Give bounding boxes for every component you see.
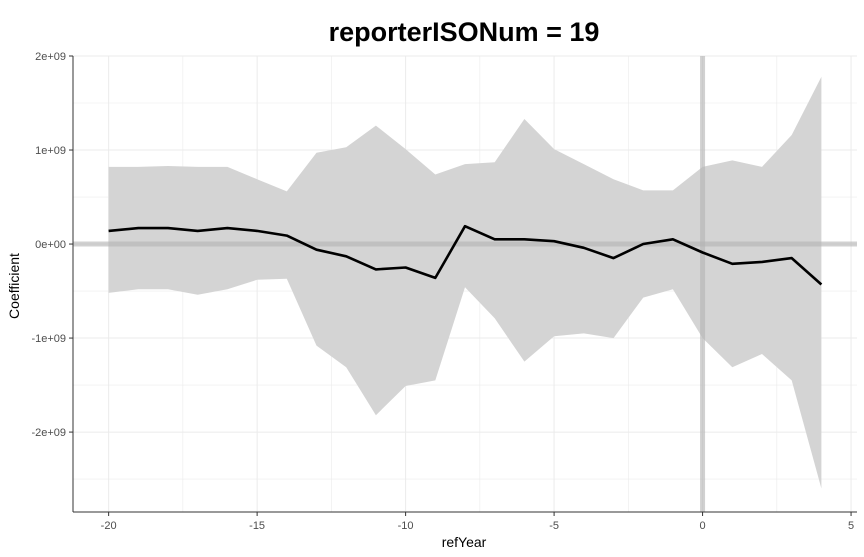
y-tick-label: 2e+09 — [35, 51, 66, 63]
confidence-band — [108, 76, 822, 489]
y-tick-label: 1e+09 — [35, 145, 66, 157]
reference-lines — [73, 56, 857, 512]
y-tick-label: -1e+09 — [31, 333, 66, 345]
confidence-band-layer — [108, 76, 822, 489]
x-tick-label: 5 — [848, 520, 854, 532]
x-tick-label: -20 — [101, 520, 117, 532]
chart-title: reporterISONum = 19 — [329, 17, 600, 47]
x-tick-label: 0 — [700, 520, 706, 532]
x-axis-title: refYear — [442, 534, 487, 550]
coefficient-line — [108, 224, 823, 286]
y-axis-title: Coefficient — [6, 253, 22, 319]
y-tick-label: 0e+00 — [35, 239, 66, 251]
tick-labels: -20 -15 -10 -5 0 5 2e+09 1e+09 0e+00 -1e+09 -2e+09 — [31, 51, 854, 532]
y-tick-label: -2e+09 — [31, 427, 66, 439]
axes — [69, 55, 857, 516]
x-tick-label: -15 — [249, 520, 265, 532]
x-tick-label: -5 — [549, 520, 559, 532]
x-tick-label: -10 — [398, 520, 414, 532]
series-line-layer — [108, 224, 823, 286]
